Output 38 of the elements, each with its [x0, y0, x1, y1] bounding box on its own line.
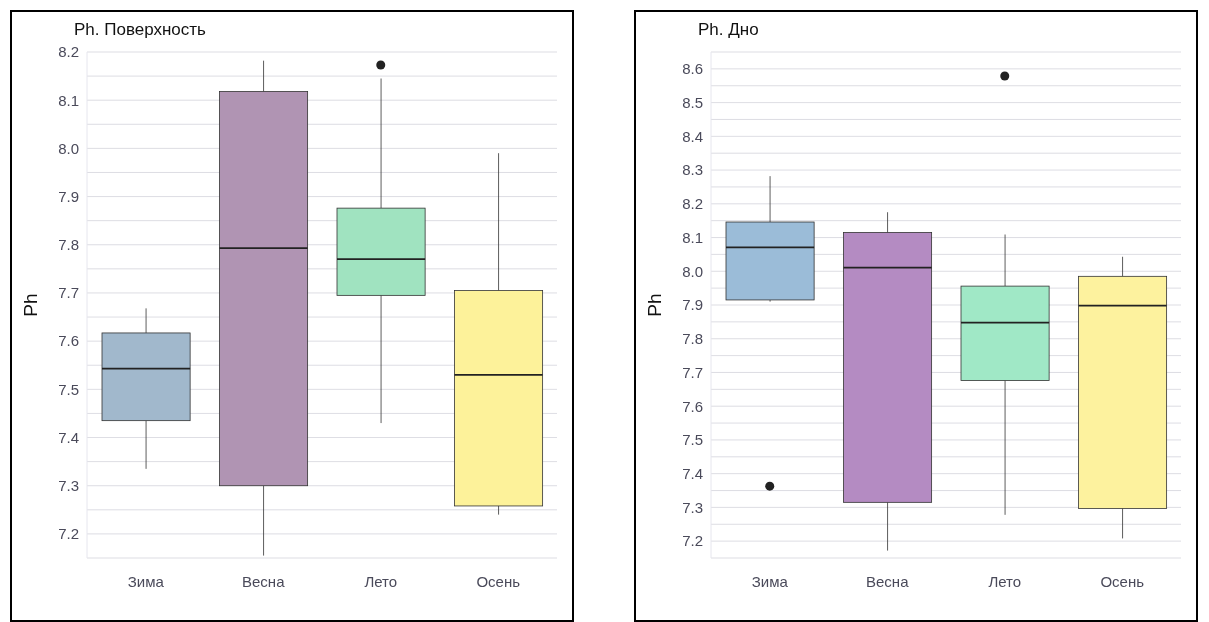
x-tick-label: Весна	[242, 572, 286, 590]
y-tick-label: 7.4	[682, 464, 703, 482]
chart-title: Ph. Дно	[698, 20, 759, 40]
y-tick-label: 7.2	[682, 532, 703, 550]
y-tick-label: 8.2	[58, 43, 79, 61]
y-tick-label: 7.9	[682, 296, 703, 314]
y-tick-label: 8.6	[682, 60, 703, 78]
x-tick-label: Зима	[751, 572, 789, 590]
x-tick-label: Осень	[1100, 572, 1145, 590]
y-tick-label: 8.5	[682, 93, 703, 111]
y-tick-label: 7.5	[58, 380, 79, 398]
y-tick-label: 7.2	[58, 525, 79, 543]
y-tick-label: 7.8	[58, 236, 79, 254]
x-tick-label: Лето	[364, 572, 398, 590]
y-axis-title: Ph	[19, 293, 41, 317]
y-tick-label: 7.4	[58, 428, 79, 446]
y-tick-label: 8.0	[58, 139, 79, 157]
x-tick-label: Зима	[127, 572, 165, 590]
x-tick-label: Весна	[866, 572, 910, 590]
y-tick-label: 7.6	[58, 332, 79, 350]
y-tick-label: 7.7	[58, 284, 79, 302]
y-tick-label: 8.3	[682, 161, 703, 179]
y-tick-label: 7.6	[682, 397, 703, 415]
y-tick-label: 8.2	[682, 195, 703, 213]
y-tick-label: 7.9	[58, 187, 79, 205]
y-tick-label: 8.1	[58, 91, 79, 109]
y-tick-label: 7.3	[682, 498, 703, 516]
y-tick-label: 7.8	[682, 330, 703, 348]
y-tick-label: 7.3	[58, 477, 79, 495]
y-tick-label: 7.7	[682, 363, 703, 381]
y-tick-label: 8.4	[682, 127, 703, 145]
y-tick-label: 7.5	[682, 431, 703, 449]
y-tick-label: 8.1	[682, 228, 703, 246]
x-tick-label: Лето	[988, 572, 1022, 590]
y-tick-label: 8.0	[682, 262, 703, 280]
y-axis-title: Ph	[643, 293, 665, 317]
x-tick-label: Осень	[476, 572, 521, 590]
chart-title: Ph. Поверхность	[74, 20, 206, 40]
